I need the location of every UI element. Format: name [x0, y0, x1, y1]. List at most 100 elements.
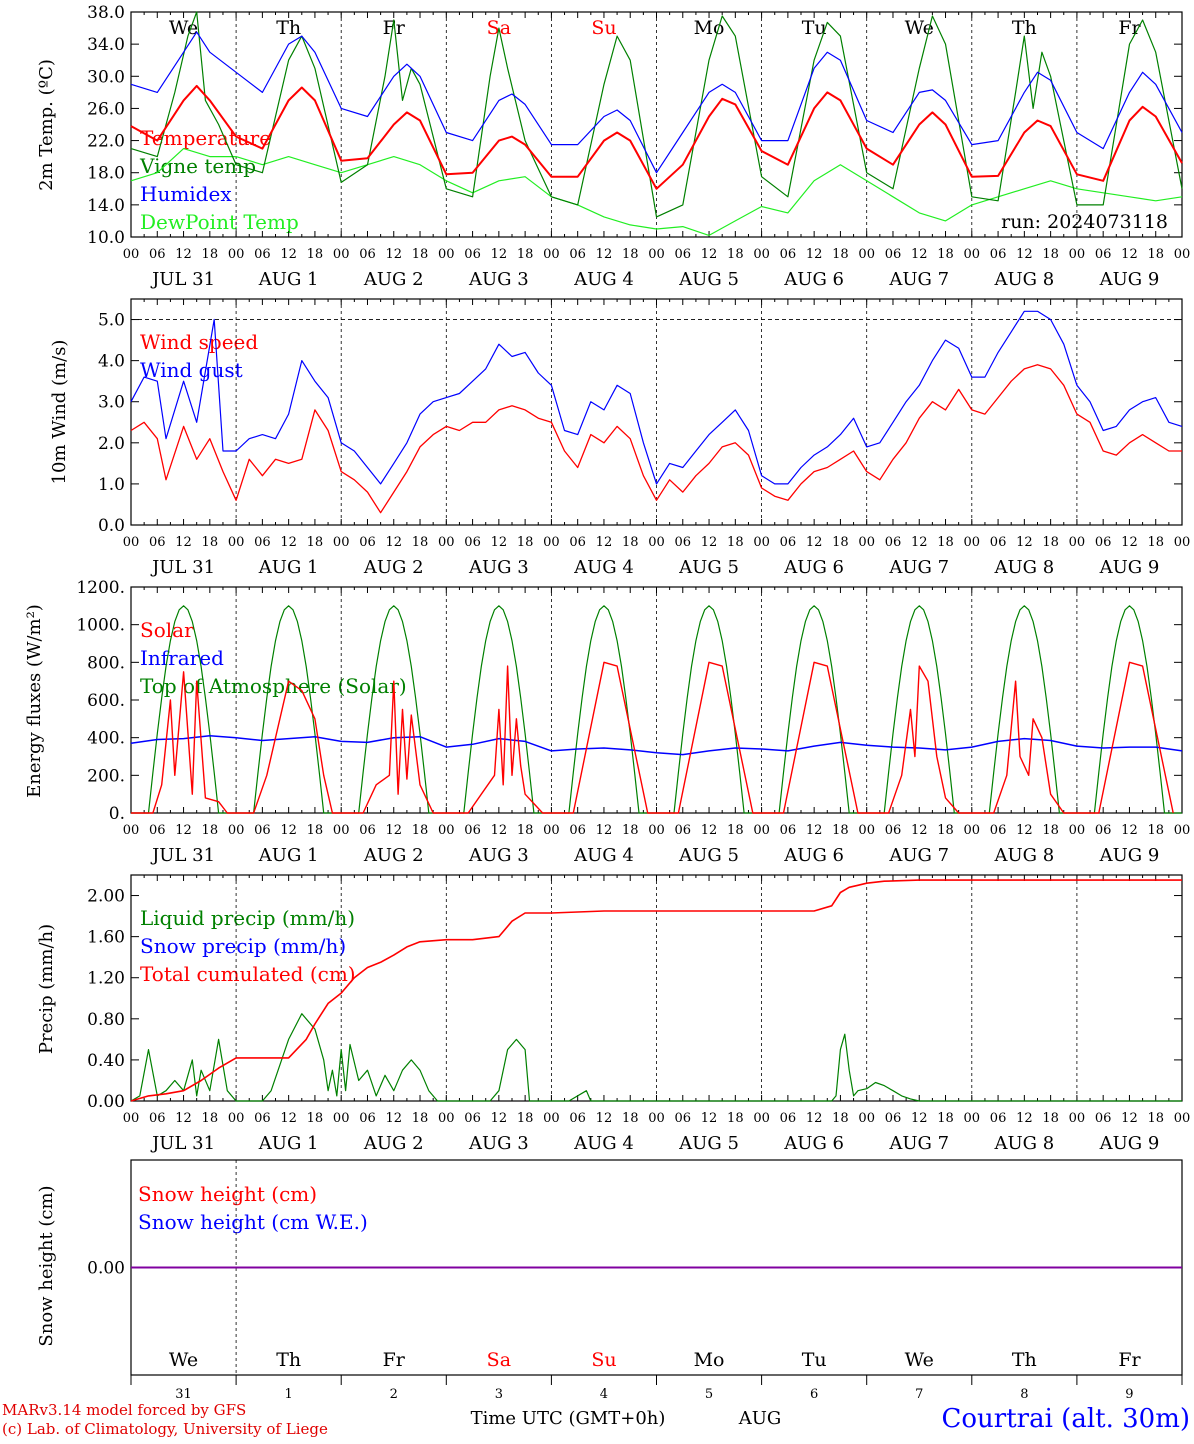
temp-y-label: 26.0	[87, 99, 125, 119]
temp-hour-label: 00	[228, 247, 245, 262]
energy-hour-label: 12	[385, 823, 402, 838]
energy-date-label: AUG 3	[468, 845, 529, 866]
precip-hour-label: 12	[491, 1111, 508, 1126]
energy-hour-label: 18	[202, 823, 219, 838]
temp-hour-label: 00	[1069, 247, 1086, 262]
temp-hour-label: 12	[911, 247, 928, 262]
temp-hour-label: 12	[596, 247, 613, 262]
temp-hour-label: 12	[806, 247, 823, 262]
precip-date-label: AUG 9	[1099, 1133, 1160, 1154]
wind-hour-label: 00	[543, 535, 560, 550]
precip-hour-label: 12	[1016, 1111, 1033, 1126]
temp-hour-label: 12	[385, 247, 402, 262]
wind-hour-label: 06	[990, 535, 1007, 550]
legend-dewpoint: DewPoint Temp	[140, 210, 299, 234]
wind-hour-label: 12	[1016, 535, 1033, 550]
wind-date-label: AUG 9	[1099, 557, 1160, 578]
footer-model: MARv3.14 model forced by GFS	[2, 1401, 246, 1419]
temp-hour-label: 00	[543, 247, 560, 262]
wind-hour-label: 12	[911, 535, 928, 550]
precip-hour-label: 12	[806, 1111, 823, 1126]
temp-hour-label: 00	[858, 247, 875, 262]
temp-date-label: AUG 8	[993, 269, 1054, 290]
energy-hour-label: 00	[753, 823, 770, 838]
precip-hour-label: 00	[228, 1111, 245, 1126]
legend-solar: Solar	[140, 618, 194, 642]
temp-hour-label: 00	[753, 247, 770, 262]
legend-humidex: Humidex	[140, 182, 232, 206]
energy-hour-label: 00	[648, 823, 665, 838]
temp-date-label: AUG 5	[678, 269, 739, 290]
wind-hour-label: 00	[648, 535, 665, 550]
precip-hour-label: 06	[675, 1111, 692, 1126]
temp-hour-label: 06	[1095, 247, 1112, 262]
wind-y-label: 0.0	[98, 516, 125, 536]
energy-ylabel: Energy fluxes (W/m²)	[24, 604, 45, 798]
temp-hour-label: 12	[280, 247, 297, 262]
temp-series-humidex	[130, 31, 1183, 174]
snow-day-name: Sa	[487, 1349, 511, 1371]
energy-hour-label: 00	[1069, 823, 1086, 838]
precip-hour-label: 00	[1069, 1111, 1086, 1126]
bottom-day-number: 31	[175, 1387, 192, 1402]
precip-series-liquid	[130, 1013, 1182, 1102]
wind-hour-label: 00	[333, 535, 350, 550]
energy-hour-label: 18	[412, 823, 429, 838]
energy-hour-label: 12	[1016, 823, 1033, 838]
bottom-day-number: 2	[390, 1387, 398, 1402]
temp-y-label: 22.0	[87, 132, 125, 152]
wind-date-label: AUG 2	[363, 557, 424, 578]
energy-date-label: AUG 9	[1099, 845, 1160, 866]
temp-hour-label: 00	[1174, 247, 1191, 262]
precip-hour-label: 00	[438, 1111, 455, 1126]
energy-y-label: 800.	[87, 653, 125, 673]
wind-hour-label: 06	[1095, 535, 1112, 550]
precip-hour-label: 00	[753, 1111, 770, 1126]
wind-hour-label: 00	[228, 535, 245, 550]
precip-hour-label: 18	[1042, 1111, 1059, 1126]
wind-hour-label: 06	[780, 535, 797, 550]
energy-hour-label: 18	[517, 823, 534, 838]
temp-hour-label: 12	[701, 247, 718, 262]
wind-hour-label: 00	[858, 535, 875, 550]
snow-day-name: We	[169, 1349, 198, 1371]
temp-hour-label: 06	[885, 247, 902, 262]
temperature-panel: 2m Temp. (ºC) run: 2024073118 Temperatur…	[36, 3, 1190, 290]
temp-hour-label: 18	[412, 247, 429, 262]
precip-date-label: AUG 6	[783, 1133, 844, 1154]
energy-date-label: AUG 4	[573, 845, 634, 866]
wind-panel: 10m Wind (m/s) Wind speed Wind gust 00 06…	[49, 298, 1190, 578]
energy-hour-label: 18	[937, 823, 954, 838]
precip-hour-label: 06	[464, 1111, 481, 1126]
temp-date-label: AUG 9	[1099, 269, 1160, 290]
temp-frame	[130, 11, 1183, 238]
temp-hour-label: 18	[202, 247, 219, 262]
energy-hour-label: 12	[911, 823, 928, 838]
precip-hour-label: 06	[254, 1111, 271, 1126]
energy-hour-label: 06	[885, 823, 902, 838]
precip-hour-label: 18	[412, 1111, 429, 1126]
temp-hour-label: 12	[175, 247, 192, 262]
precip-date-label: AUG 3	[468, 1133, 529, 1154]
temp-hour-label: 18	[1042, 247, 1059, 262]
precip-y-label: 0.00	[87, 1092, 125, 1112]
snow-panel: Snow height (cm) Snow height (cm) Snow h…	[36, 1159, 1183, 1402]
energy-hour-label: 00	[228, 823, 245, 838]
temp-hour-label: 12	[1121, 247, 1138, 262]
temp-day-name: We	[169, 17, 198, 39]
wind-date-label: AUG 8	[993, 557, 1054, 578]
energy-y-label: 600.	[87, 691, 125, 711]
precip-series-total	[130, 879, 1182, 1102]
temp-hour-label: 06	[254, 247, 271, 262]
wind-hour-label: 00	[438, 535, 455, 550]
legend-vigne-temp: Vigne temp	[139, 154, 256, 178]
energy-hour-label: 18	[307, 823, 324, 838]
wind-hour-label: 06	[464, 535, 481, 550]
energy-date-label: AUG 2	[363, 845, 424, 866]
precip-hour-label: 06	[569, 1111, 586, 1126]
precip-hour-label: 18	[622, 1111, 639, 1126]
wind-hour-label: 12	[1121, 535, 1138, 550]
precip-ylabel: Precip (mm/h)	[36, 924, 57, 1054]
energy-y-label: 200.	[87, 766, 125, 786]
